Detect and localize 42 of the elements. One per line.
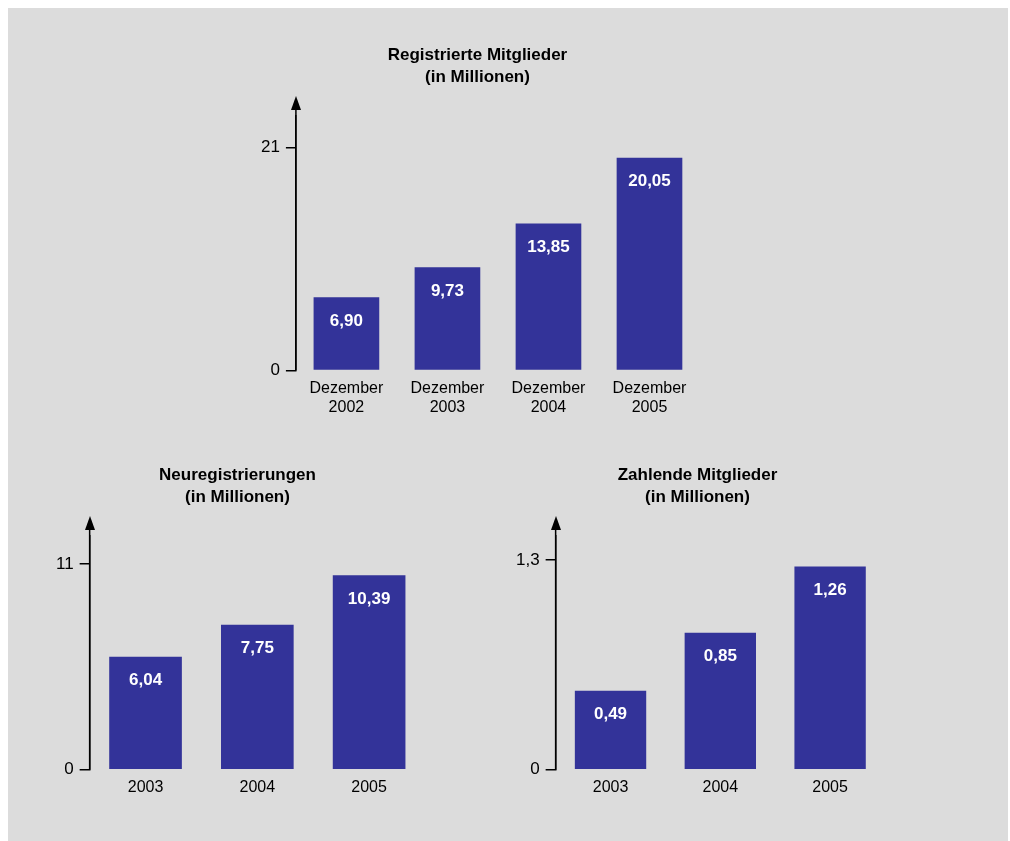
- bar: [220, 624, 294, 770]
- x-tick-label: 2005: [351, 777, 388, 795]
- x-tick-label: Dezember 2004: [511, 378, 587, 415]
- y-tick-label: 11: [55, 553, 74, 573]
- data-label: 13,85: [527, 237, 570, 257]
- x-tick-label: Dezember 2005: [612, 378, 688, 415]
- chart-subtitle: (in Millionen): [425, 67, 530, 87]
- x-tick-label: 2003: [592, 777, 629, 795]
- chart-title: Registrierte Mitglieder: [387, 44, 568, 64]
- data-label: 6,04: [128, 670, 163, 690]
- x-tick-label: 2004: [702, 777, 739, 795]
- x-tick-label: 2004: [239, 777, 276, 795]
- bar: [515, 223, 582, 370]
- x-tick-label: Dezember 2003: [410, 378, 486, 415]
- bar: [414, 267, 481, 370]
- chart-title: Neuregistrierungen: [159, 464, 316, 484]
- data-label: 0,85: [703, 646, 737, 666]
- x-tick-label: Dezember 2002: [309, 378, 384, 415]
- bar: [684, 632, 756, 770]
- bar: [109, 656, 182, 770]
- y-tick-label: 0: [270, 360, 280, 380]
- data-label: 9,73: [430, 280, 464, 300]
- bar: [574, 690, 647, 770]
- bar: [313, 297, 380, 370]
- chart-title: Zahlende Mitglieder: [617, 464, 778, 484]
- bar: [616, 157, 683, 370]
- chart-subtitle: (in Millionen): [185, 487, 290, 507]
- bar: [332, 575, 406, 770]
- data-label: 7,75: [240, 638, 274, 658]
- data-label: 0,49: [593, 704, 628, 724]
- chart-subtitle: (in Millionen): [645, 487, 750, 507]
- y-tick-label: 21: [260, 137, 280, 157]
- x-tick-label: 2005: [812, 777, 848, 795]
- y-tick-label: 0: [64, 759, 74, 779]
- y-tick-label: 1,3: [515, 549, 540, 569]
- data-label: 10,39: [347, 588, 391, 608]
- y-tick-label: 0: [530, 759, 540, 779]
- data-label: 6,90: [329, 311, 363, 331]
- x-tick-label: 2003: [127, 777, 164, 795]
- data-label: 20,05: [628, 171, 671, 191]
- data-label: 1,26: [813, 580, 847, 600]
- bar: [794, 566, 866, 770]
